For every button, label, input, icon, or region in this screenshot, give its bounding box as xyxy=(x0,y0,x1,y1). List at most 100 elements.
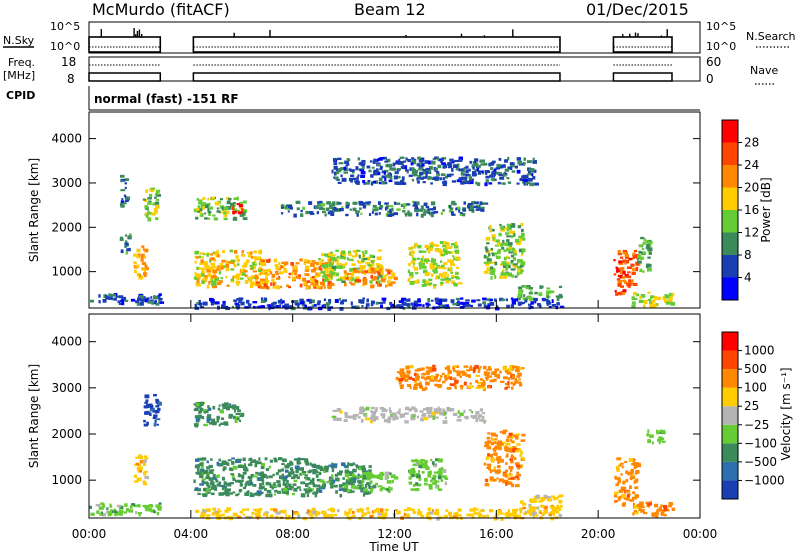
echo-cell xyxy=(226,405,232,409)
echo-cell xyxy=(462,208,466,212)
echo-cell xyxy=(125,242,129,246)
echo-cell xyxy=(351,510,355,514)
echo-cell xyxy=(636,462,641,466)
echo-cell xyxy=(441,253,445,257)
echo-cell xyxy=(248,458,251,461)
echo-cell xyxy=(448,205,451,209)
echo-cell xyxy=(429,263,435,267)
echo-cell xyxy=(143,472,147,476)
echo-cell xyxy=(444,481,448,486)
echo-cell xyxy=(374,212,378,216)
echo-cell xyxy=(475,418,479,423)
echo-cell xyxy=(383,171,387,174)
echo-cell xyxy=(211,282,215,287)
echo-cell xyxy=(519,269,524,273)
echo-cell xyxy=(153,422,156,427)
echo-cell xyxy=(126,248,131,252)
echo-cell xyxy=(535,506,540,510)
echo-cell xyxy=(266,489,272,494)
echo-cell xyxy=(195,216,199,220)
echo-cell xyxy=(250,482,254,485)
echo-cell xyxy=(201,478,206,481)
echo-cell xyxy=(318,471,322,476)
echo-cell xyxy=(133,504,138,508)
echo-cell xyxy=(383,169,389,173)
echo-cell xyxy=(207,207,210,212)
echo-cell xyxy=(517,269,521,273)
echo-cell xyxy=(143,419,146,423)
echo-cell xyxy=(510,297,514,300)
echo-cell xyxy=(519,510,523,514)
echo-cell xyxy=(516,169,521,174)
echo-cell xyxy=(640,294,646,298)
echo-cell xyxy=(432,481,437,485)
echo-cell xyxy=(420,376,425,379)
echo-cell xyxy=(281,212,284,215)
echo-cell xyxy=(296,461,300,465)
echo-cell xyxy=(300,493,306,498)
echo-cell xyxy=(244,483,247,487)
echo-cell xyxy=(510,381,514,385)
echo-cell xyxy=(223,214,228,217)
echo-cell xyxy=(441,380,446,384)
echo-cell xyxy=(508,432,513,437)
echo-cell xyxy=(481,415,485,420)
echo-cell xyxy=(528,303,532,306)
echo-cell xyxy=(372,268,375,271)
echo-cell xyxy=(499,458,504,463)
echo-cell xyxy=(447,278,451,281)
echo-cell xyxy=(137,463,141,467)
echo-cell xyxy=(618,489,624,493)
echo-cell xyxy=(194,260,197,264)
echo-cell xyxy=(116,504,121,508)
echo-cell xyxy=(326,303,330,308)
echo-cell xyxy=(331,254,336,257)
echo-cell xyxy=(524,300,528,303)
echo-cell xyxy=(414,201,420,206)
echo-cell xyxy=(138,293,144,297)
echo-cell xyxy=(197,208,203,213)
echo-cell xyxy=(324,213,327,217)
echo-cell xyxy=(425,205,430,209)
echo-cell xyxy=(633,502,636,506)
echo-cell xyxy=(236,263,240,266)
echo-cell xyxy=(619,462,624,465)
echo-cell xyxy=(138,275,144,280)
echo-cell xyxy=(120,200,125,204)
velocity-colorbar-swatch-7 xyxy=(722,350,738,370)
echo-cell xyxy=(266,285,269,290)
echo-cell xyxy=(313,304,317,307)
echo-cell xyxy=(211,421,215,424)
echo-cell xyxy=(628,457,634,462)
echo-cell xyxy=(642,241,647,245)
echo-cell xyxy=(429,366,434,371)
echo-cell xyxy=(361,259,365,263)
echo-cell xyxy=(357,174,360,177)
echo-cell xyxy=(222,406,228,410)
echo-cell xyxy=(414,369,420,372)
echo-cell xyxy=(632,255,636,260)
echo-cell xyxy=(413,303,419,307)
echo-cell xyxy=(422,212,427,216)
echo-cell xyxy=(428,409,433,413)
echo-cell xyxy=(631,462,634,466)
echo-cell xyxy=(155,210,158,215)
echo-cell xyxy=(429,266,433,270)
echo-cell xyxy=(373,270,376,275)
echo-cell xyxy=(294,465,300,470)
echo-cell xyxy=(214,276,219,281)
echo-cell xyxy=(193,479,196,484)
echo-cell xyxy=(232,404,237,408)
echo-cell xyxy=(642,270,645,273)
echo-cell xyxy=(337,168,342,173)
echo-cell xyxy=(454,241,458,246)
echo-cell xyxy=(558,285,563,288)
echo-cell xyxy=(199,211,202,215)
echo-cell xyxy=(511,230,516,235)
echo-cell xyxy=(514,434,519,438)
echo-cell xyxy=(319,206,324,211)
echo-cell xyxy=(658,440,661,445)
echo-cell xyxy=(368,169,372,173)
